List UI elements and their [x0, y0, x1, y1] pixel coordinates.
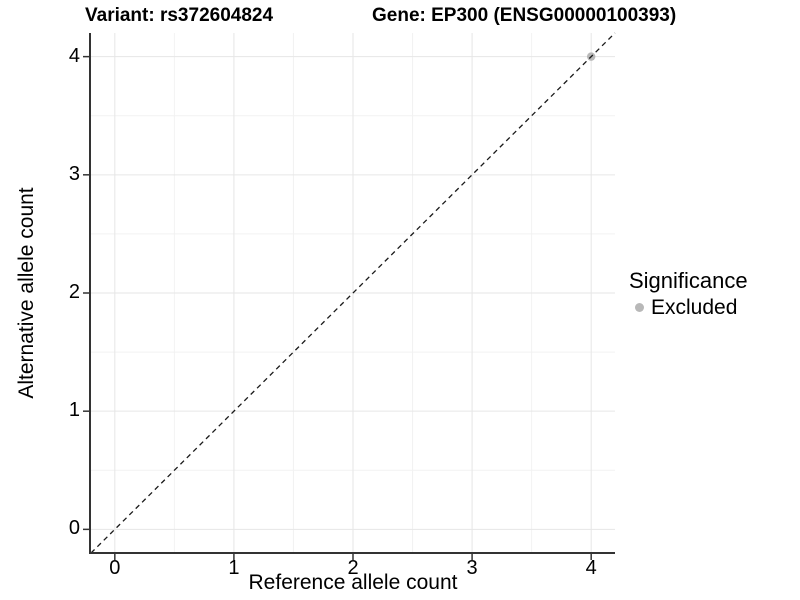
y-tick-label: 1 [68, 399, 80, 422]
identity-dashed-line [90, 32, 616, 554]
y-tick-label: 4 [68, 44, 80, 67]
x-tick-label: 2 [347, 557, 359, 579]
legend: Significance Excluded [629, 267, 748, 320]
variant-title: Variant: rs372604824 [85, 5, 274, 26]
x-tick-label: 4 [585, 557, 597, 579]
x-tick-label: 0 [109, 557, 121, 579]
x-tick-label: 1 [228, 557, 240, 579]
y-axis-title: Alternative allele count [15, 187, 38, 399]
legend-item-label: Excluded [651, 296, 738, 319]
y-tick-label: 3 [68, 162, 80, 185]
legend-key-dot-icon [635, 303, 644, 312]
x-axis-title: Reference allele count [248, 571, 458, 594]
legend-item-excluded: Excluded [629, 295, 748, 320]
x-tick-label: 3 [466, 557, 478, 579]
y-tick-label: 0 [68, 517, 80, 540]
legend-title: Significance [629, 268, 748, 293]
y-tick-label: 2 [68, 281, 80, 303]
gene-title: Gene: EP300 (ENSG00000100393) [372, 5, 677, 26]
